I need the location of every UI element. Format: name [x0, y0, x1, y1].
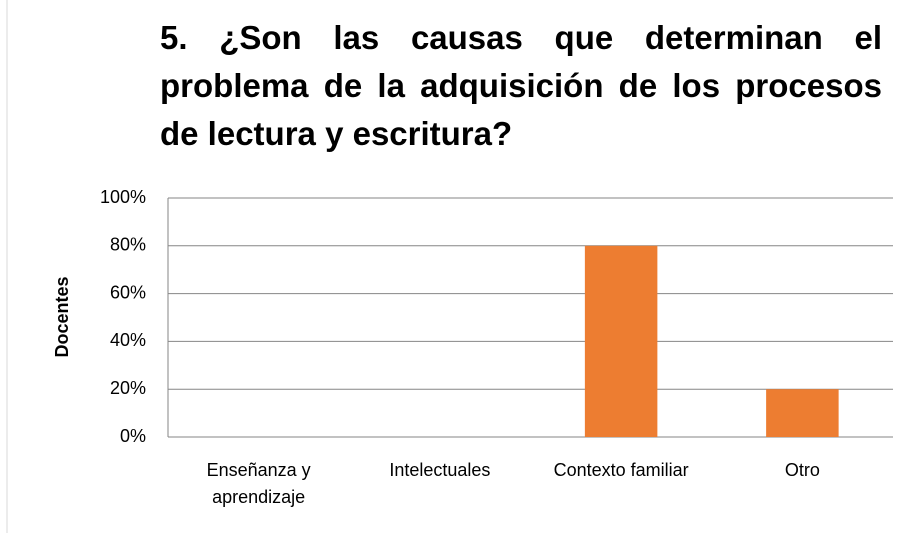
- x-tick-label: Otro: [784, 460, 820, 480]
- y-tick-label: 20%: [110, 378, 146, 398]
- y-axis-label: Docentes: [52, 276, 72, 357]
- y-tick-label: 60%: [110, 282, 146, 302]
- bar: [584, 245, 658, 437]
- bar: [766, 389, 839, 437]
- y-tick-label: 40%: [110, 330, 146, 350]
- y-tick-label: 100%: [100, 187, 146, 207]
- chart-title: 5. ¿Son las causas que determinan el pro…: [160, 19, 882, 152]
- x-tick-label: Intelectuales: [389, 460, 491, 480]
- y-tick-label: 80%: [110, 235, 146, 255]
- chart-border: [6, 0, 8, 533]
- x-tick-label: Enseñanza y aprendizaje: [206, 460, 311, 507]
- y-tick-label: 0%: [120, 426, 146, 446]
- x-tick-label: Contexto familiar: [553, 460, 689, 480]
